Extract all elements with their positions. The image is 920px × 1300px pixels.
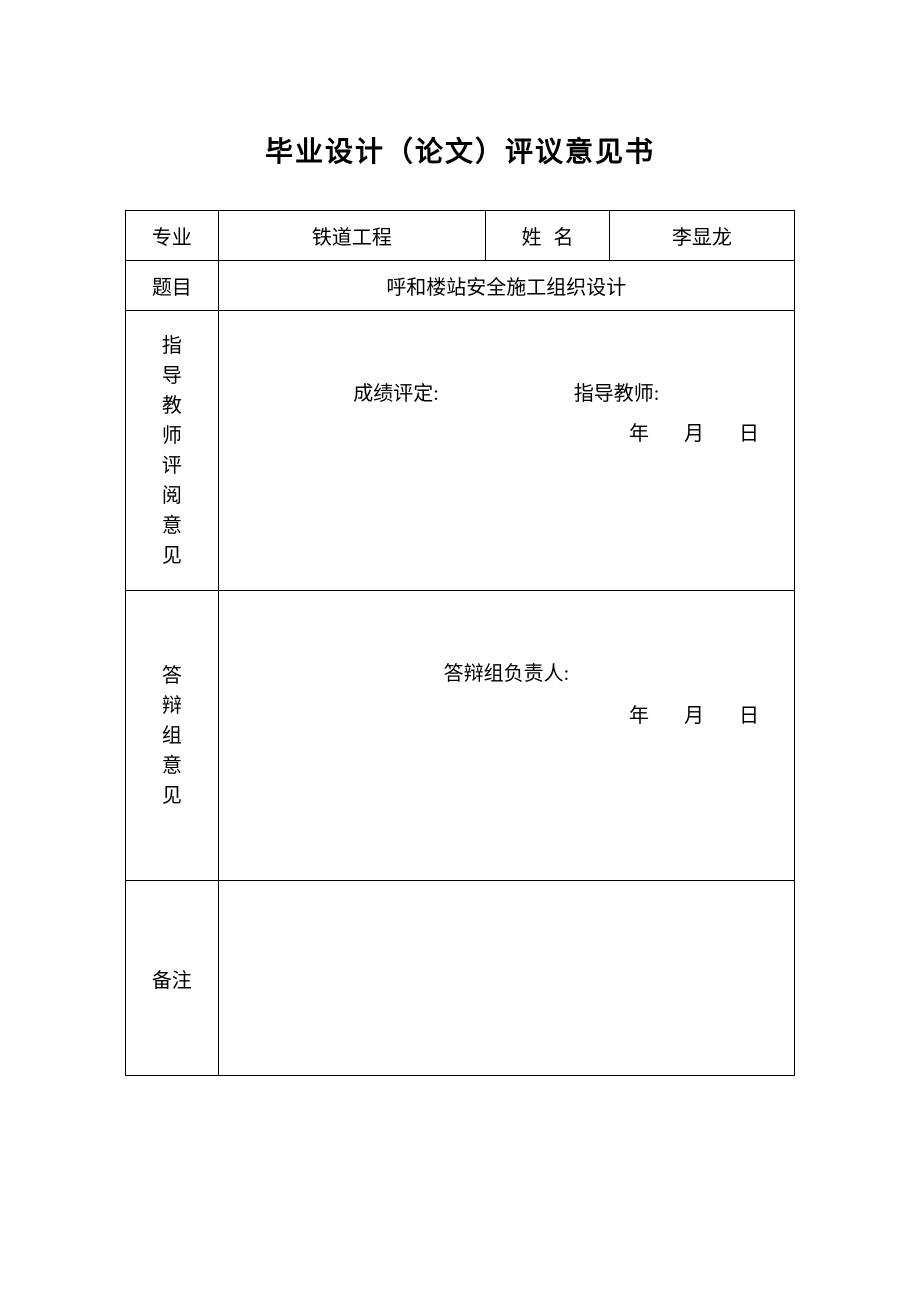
table-row: 专业 铁道工程 姓名 李显龙 (126, 211, 795, 261)
table-row: 题目 呼和楼站安全施工组织设计 (126, 261, 795, 311)
date-day: 日 (739, 417, 759, 446)
vertical-label-text: 指 导 教 师 评 阅 意 见 (131, 331, 213, 571)
grade-teacher-line: 成绩评定: 指导教师: (234, 377, 779, 406)
vertical-label-text: 答 辩 组 意 见 (131, 661, 213, 811)
date-year: 年 (629, 417, 649, 446)
defense-leader-label: 答辩组负责人: (444, 657, 570, 686)
document-title: 毕业设计（论文）评议意见书 (125, 130, 795, 170)
advisor-content-cell: 成绩评定: 指导教师: 年 月 日 (218, 311, 794, 591)
topic-value: 呼和楼站安全施工组织设计 (218, 261, 794, 311)
defense-content-cell: 答辩组负责人: 年 月 日 (218, 591, 794, 881)
topic-label: 题目 (126, 261, 219, 311)
major-label: 专业 (126, 211, 219, 261)
date-year: 年 (629, 699, 649, 728)
table-row: 指 导 教 师 评 阅 意 见 成绩评定: 指导教师: 年 (126, 311, 795, 591)
teacher-label: 指导教师: (574, 377, 660, 406)
page-container: 毕业设计（论文）评议意见书 专业 铁道工程 姓名 李显龙 题目 呼和楼站安全施工… (0, 0, 920, 1076)
date-month: 月 (684, 417, 704, 446)
remark-label: 备注 (126, 881, 219, 1076)
defense-date-line: 年 月 日 (599, 699, 759, 728)
grade-label: 成绩评定: (353, 377, 439, 406)
name-value: 李显龙 (609, 211, 794, 261)
advisor-opinion-label: 指 导 教 师 评 阅 意 见 (126, 311, 219, 591)
evaluation-form-table: 专业 铁道工程 姓名 李显龙 题目 呼和楼站安全施工组织设计 指 导 教 师 评… (125, 210, 795, 1076)
date-month: 月 (684, 699, 704, 728)
remark-content-cell (218, 881, 794, 1076)
date-day: 日 (739, 699, 759, 728)
advisor-date-line: 年 月 日 (599, 417, 759, 446)
name-label: 姓名 (486, 211, 610, 261)
table-row: 答 辩 组 意 见 答辩组负责人: 年 月 日 (126, 591, 795, 881)
table-row: 备注 (126, 881, 795, 1076)
major-value: 铁道工程 (218, 211, 486, 261)
defense-opinion-label: 答 辩 组 意 见 (126, 591, 219, 881)
